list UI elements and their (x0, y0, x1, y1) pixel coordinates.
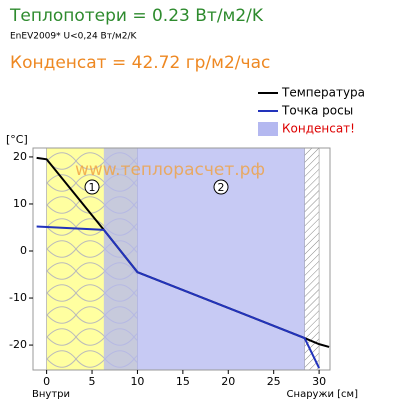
layer-label: 2 (218, 181, 225, 194)
layer-badge (213, 179, 229, 195)
y-axis-label: [°C] (6, 133, 28, 146)
y-tick-label: 20 (13, 150, 27, 163)
plot-frame (32, 147, 331, 371)
subtitle: EnEV2009* U<0,24 Вт/м2/K (10, 32, 138, 42)
legend-swatch (258, 122, 278, 136)
title: Теплопотери = 0.23 Вт/м2/K (9, 6, 264, 26)
legend-label: Температура (281, 86, 365, 100)
layer-badge (84, 179, 100, 195)
x-tick-label: 15 (176, 375, 190, 388)
y-tick-label: -10 (9, 291, 27, 304)
y-tick-label: 0 (20, 244, 27, 257)
x-tick-label: 25 (267, 375, 281, 388)
condensate-region (103, 148, 305, 370)
layer-label: 1 (89, 181, 96, 194)
x-tick-label: 5 (89, 375, 96, 388)
layer (304, 147, 320, 371)
legend-label: Конденсат! (282, 122, 355, 136)
y-tick-label: -20 (9, 338, 27, 351)
watermark: www.теплорасчет.рф (75, 160, 265, 180)
y-tick-label: 10 (13, 197, 27, 210)
x-tick-label: 0 (43, 375, 50, 388)
annotation: Конденсат = 42.72 гр/м2/час (10, 53, 270, 73)
x-label-left: Внутри (32, 389, 70, 400)
x-label-right: Снаружи [см] (287, 389, 359, 400)
x-tick-label: 10 (130, 375, 144, 388)
legend-label: Точка росы (281, 104, 353, 118)
x-tick-label: 30 (312, 375, 326, 388)
series-line (36, 225, 321, 369)
x-tick-label: 20 (221, 375, 235, 388)
